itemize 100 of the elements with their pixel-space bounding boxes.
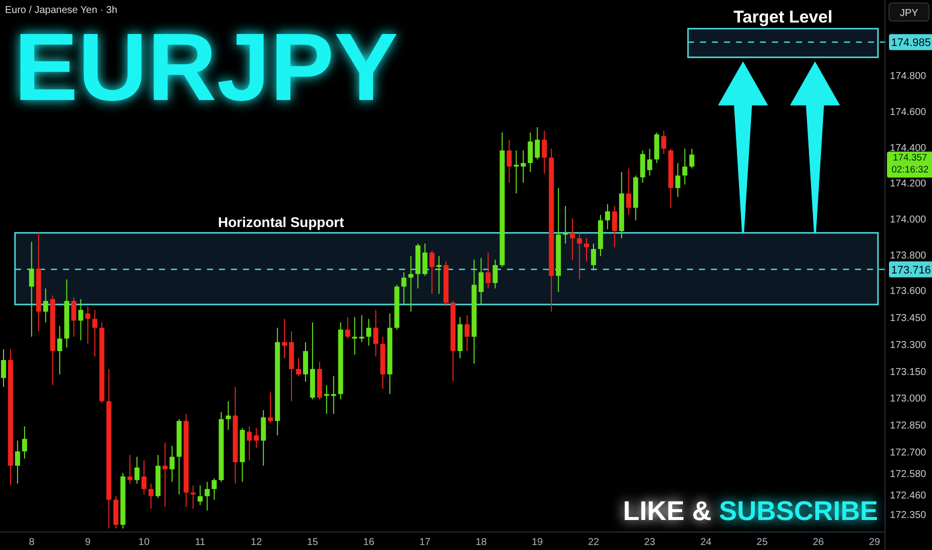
candlestick — [127, 454, 132, 484]
candlestick — [141, 460, 146, 495]
candlestick — [401, 272, 406, 306]
candlestick — [162, 442, 168, 508]
candlestick — [204, 481, 210, 512]
candlestick — [591, 243, 596, 271]
candlestick — [682, 148, 688, 185]
candlestick — [675, 162, 680, 198]
candlestick — [520, 150, 526, 184]
candlestick — [689, 148, 694, 169]
candlestick — [296, 358, 302, 377]
candlestick — [436, 256, 442, 294]
candlestick — [331, 376, 336, 414]
candlestick — [486, 252, 491, 289]
candlestick — [43, 288, 48, 323]
x-tick-label: 12 — [250, 537, 262, 548]
candlestick — [268, 392, 273, 424]
y-axis-title: JPY — [900, 8, 918, 19]
annotation: LIKE & SUBSCRIBE — [622, 496, 878, 526]
candlestick — [626, 168, 632, 216]
y-tick-label: 173.450 — [890, 313, 927, 324]
candlestick — [422, 243, 428, 276]
candlestick — [22, 426, 28, 460]
candlestick — [542, 130, 547, 174]
x-tick-label: 29 — [868, 537, 880, 548]
x-tick-label: 17 — [419, 537, 431, 548]
y-tick-label: 172.700 — [890, 447, 927, 458]
y-tick-label: 174.600 — [890, 107, 927, 118]
x-tick-label: 23 — [644, 537, 656, 548]
candlestick — [170, 446, 175, 482]
candlestick — [148, 483, 154, 510]
ref-line-label: 174.985 — [891, 37, 931, 50]
candlestick — [282, 318, 287, 359]
chart-subtitle: Euro / Japanese Yen · 3h — [5, 5, 118, 16]
band-label: Horizontal Support — [218, 214, 344, 230]
x-tick-label: 15 — [306, 537, 319, 548]
x-tick-label: 25 — [756, 537, 768, 548]
y-tick-label: 174.800 — [890, 71, 927, 82]
x-tick-label: 9 — [85, 537, 92, 548]
x-tick-label: 10 — [138, 537, 150, 548]
candlestick — [15, 440, 20, 484]
candlestick — [506, 139, 512, 184]
x-tick-label: 22 — [588, 537, 600, 548]
candlestick — [478, 257, 484, 306]
candlestick — [92, 309, 98, 357]
candlestick — [1, 348, 6, 388]
x-tick-label: 11 — [194, 537, 206, 548]
candlestick — [647, 148, 652, 176]
ref-line-label: 173.716 — [891, 264, 931, 276]
candlestick — [366, 318, 372, 346]
candlestick — [534, 126, 540, 160]
y-tick-label: 173.800 — [890, 250, 927, 262]
candlestick — [212, 478, 217, 500]
candlestick — [584, 238, 589, 262]
y-tick-label: 174.400 — [890, 142, 927, 154]
y-tick-label: 173.150 — [890, 366, 927, 378]
candlestick — [71, 296, 76, 338]
y-tick-label: 172.850 — [890, 420, 927, 432]
candlestick — [345, 316, 350, 340]
candlestick — [492, 259, 498, 289]
candlestick — [408, 256, 414, 312]
candlestick — [260, 410, 266, 466]
candlestick — [254, 428, 259, 448]
candlestick — [429, 250, 434, 294]
x-tick-label: 19 — [532, 537, 544, 548]
y-tick-label: 173.300 — [890, 340, 927, 351]
candlestick — [85, 306, 90, 344]
y-tick-label: 174.000 — [890, 214, 927, 226]
candlestick — [464, 314, 470, 352]
y-tick-label: 173.600 — [890, 286, 927, 298]
candlestick — [134, 456, 140, 484]
y-tick-label: 172.580 — [890, 468, 927, 480]
candlestick — [576, 232, 582, 280]
candlestick — [570, 218, 575, 260]
candlestick — [528, 132, 533, 172]
y-tick-label: 174.200 — [890, 178, 927, 190]
chart-title: EURJPY — [14, 14, 398, 121]
y-tick-label: 173.000 — [890, 394, 927, 405]
candlestick — [29, 241, 34, 338]
band-label: Target Level — [734, 8, 832, 27]
candlestick — [640, 150, 646, 184]
text: 174.357 02:16:32 — [892, 152, 928, 176]
x-tick-label: 8 — [28, 537, 35, 548]
y-tick-label: 172.350 — [890, 510, 927, 522]
candlestick — [246, 426, 252, 461]
candlestick — [78, 298, 84, 341]
candlestick — [57, 326, 62, 375]
x-tick-label: 26 — [812, 537, 824, 548]
candlestick — [226, 400, 231, 430]
candlestick — [303, 342, 308, 382]
x-tick-label: 24 — [700, 537, 712, 548]
candlestick — [190, 484, 196, 510]
candlestick — [373, 309, 378, 357]
candlestick — [661, 130, 666, 155]
x-tick-label: 16 — [363, 537, 375, 548]
y-tick-label: 172.460 — [890, 490, 927, 502]
x-tick-label: 18 — [476, 537, 488, 548]
candlestick — [605, 204, 610, 230]
candlestick — [612, 205, 618, 248]
candlestick — [198, 484, 203, 506]
